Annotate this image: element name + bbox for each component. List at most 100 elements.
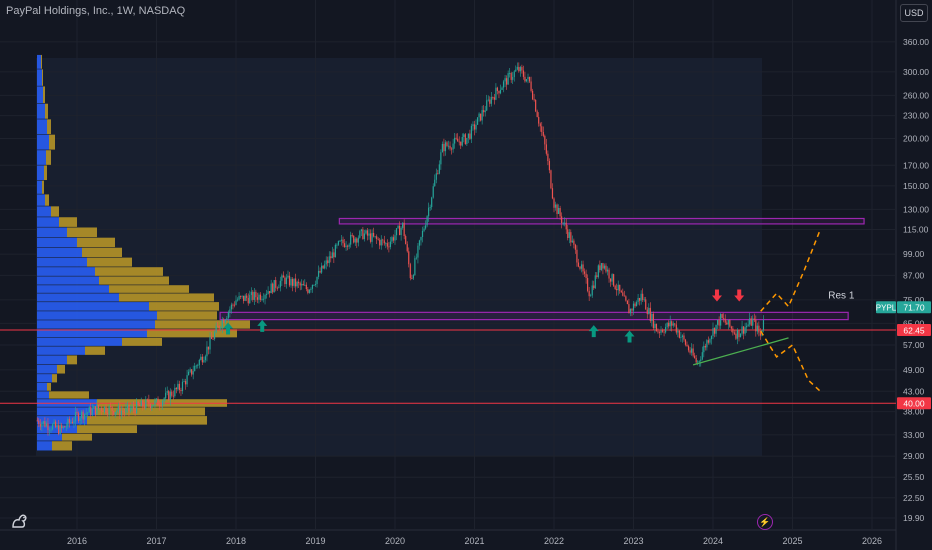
candle-body (218, 325, 220, 329)
candle-body (90, 407, 92, 416)
lightning-icon[interactable]: ⚡ (757, 514, 773, 530)
volume-bar-secondary (149, 302, 219, 311)
candle-body (262, 298, 265, 300)
candle-body (687, 346, 690, 351)
candle-body (587, 278, 589, 291)
volume-bar-secondary (49, 134, 55, 150)
candle-body (634, 303, 636, 307)
tradingview-logo-icon[interactable] (10, 510, 32, 530)
volume-bar-secondary (42, 69, 43, 86)
candle-body (703, 345, 705, 353)
volume-bar-primary (37, 150, 46, 165)
candle-body (391, 237, 393, 242)
candle-body (85, 413, 87, 414)
candle-body (605, 265, 607, 272)
volume-profile (37, 54, 250, 451)
candle-body (637, 298, 639, 303)
candle-body (68, 418, 70, 423)
candle-body (129, 408, 132, 411)
candle-body (195, 365, 197, 367)
candle-body (585, 273, 587, 279)
volume-bar-secondary (157, 311, 217, 320)
candle-body (408, 251, 410, 265)
candle-body (594, 275, 596, 289)
candle-body (290, 278, 292, 286)
volume-bar-secondary (43, 86, 45, 104)
candle-body (342, 239, 344, 244)
candle-body (438, 164, 440, 174)
price-tick-label: 200.00 (903, 134, 929, 144)
candle-body (221, 319, 223, 328)
candle-body (110, 406, 112, 407)
candle-body (738, 330, 740, 338)
candle-body (603, 265, 606, 269)
candle-body (730, 326, 732, 329)
candle-body (606, 269, 609, 272)
candle-body (54, 421, 57, 428)
projection-paths (760, 229, 821, 392)
candle-body (45, 423, 48, 427)
candle-body (238, 296, 240, 300)
candle-body (87, 412, 89, 414)
volume-bar-secondary (67, 355, 77, 365)
candle-body (582, 264, 584, 272)
candle-body (542, 131, 544, 136)
resistance-zone (219, 311, 849, 321)
candle-body (614, 285, 616, 289)
candle-body (677, 330, 679, 333)
candle-body (550, 170, 552, 189)
currency-button[interactable]: USD (900, 4, 928, 22)
time-tick-label: 2023 (623, 536, 643, 546)
candle-body (188, 371, 190, 376)
candle-body (305, 284, 307, 290)
candle-body (395, 228, 398, 236)
candle-body (166, 391, 168, 393)
candle-body (713, 328, 716, 334)
candle-body (554, 204, 557, 208)
volume-bar-secondary (59, 217, 77, 227)
candle-body (340, 239, 343, 241)
candle-body (710, 335, 713, 340)
candle-body (402, 222, 404, 228)
volume-bar-primary (37, 433, 62, 441)
time-tick-label: 2025 (782, 536, 802, 546)
candle-body (288, 275, 291, 286)
candle-body (720, 314, 722, 326)
candle-body (154, 400, 156, 406)
candle-body (295, 278, 297, 287)
candle-body (531, 90, 534, 100)
candle-body (762, 320, 765, 331)
candle-body (397, 225, 399, 229)
candle-body (247, 297, 249, 304)
candle-body (169, 391, 171, 400)
candle-body (434, 179, 436, 187)
candle-body (91, 408, 93, 416)
candle-body (616, 288, 618, 291)
candle-body (146, 399, 148, 401)
candle-body (56, 425, 58, 428)
candle-body (431, 197, 433, 208)
candle-body (189, 369, 191, 372)
candle-body (600, 263, 602, 270)
candle-body (538, 116, 540, 124)
candle-body (122, 411, 124, 412)
candle-body (599, 265, 601, 270)
candle-body (648, 307, 650, 315)
price-tick-label: 115.00 (903, 225, 929, 235)
candle-body (322, 265, 324, 269)
candle-body (565, 222, 567, 230)
candle-body (264, 294, 266, 299)
candle-body (495, 87, 497, 100)
candle-body (643, 299, 645, 301)
up-arrow-icon (223, 322, 234, 335)
price-tick-label: 57.00 (903, 340, 925, 350)
candle-body (236, 299, 239, 301)
volume-bar-primary (37, 302, 149, 311)
candle-body (376, 236, 378, 239)
candle-body (506, 78, 508, 85)
candle-body (368, 233, 370, 236)
candle-body (343, 243, 346, 247)
candle-body (250, 291, 252, 296)
volume-bar-secondary (41, 54, 42, 69)
